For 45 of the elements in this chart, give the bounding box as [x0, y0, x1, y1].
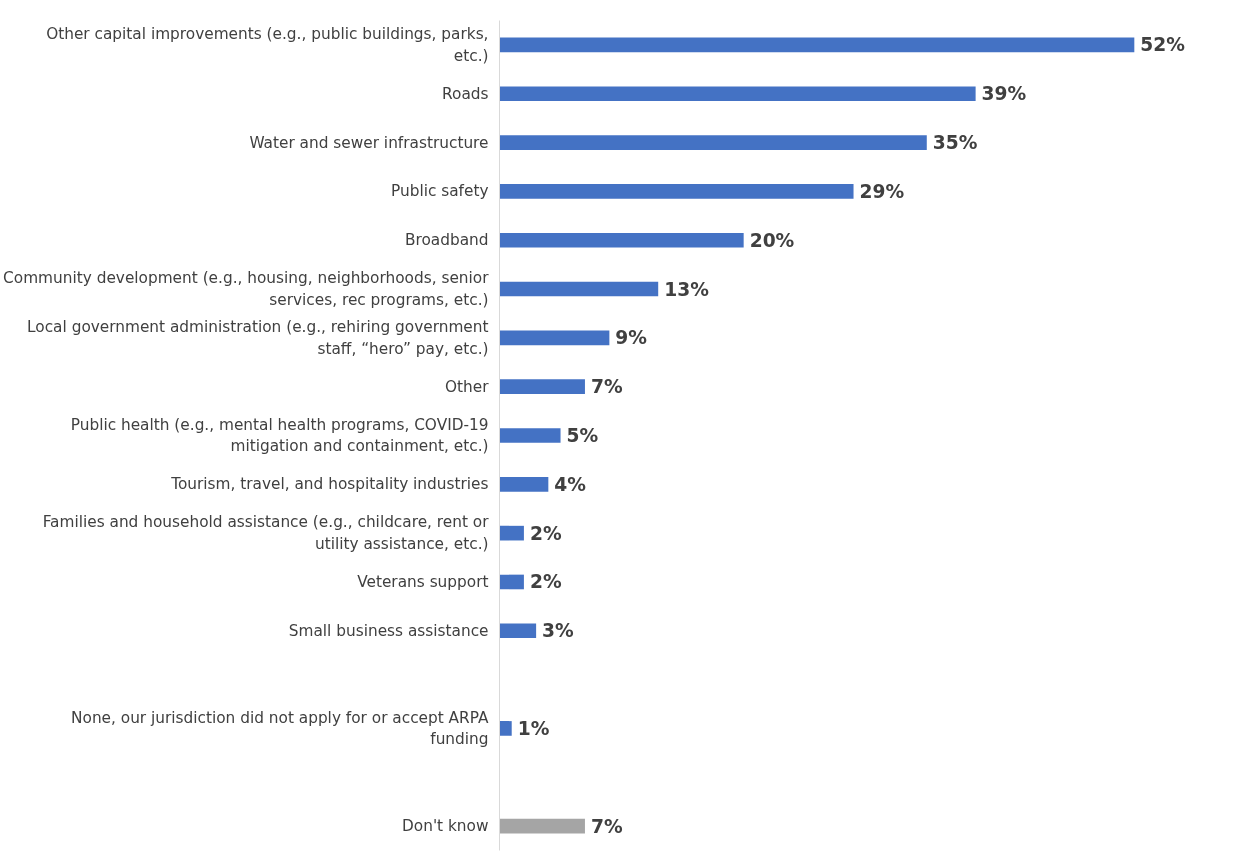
- data-label: 20%: [749, 229, 795, 251]
- data-label: 2%: [529, 522, 562, 544]
- bar: [499, 623, 537, 639]
- bar: [499, 477, 549, 492]
- bar: [499, 574, 524, 590]
- data-label: 7%: [590, 376, 623, 398]
- data-label: 39%: [981, 83, 1027, 105]
- data-label: 9%: [615, 327, 648, 349]
- data-label: 29%: [859, 180, 905, 202]
- bar: [499, 525, 524, 541]
- bar: [499, 86, 976, 102]
- bar: [499, 37, 1135, 53]
- y-tick-label: None, our jurisdiction did not apply for or accept ARPA funding: [71, 708, 490, 749]
- data-label: 2%: [529, 571, 562, 593]
- y-tick-label: Families and household assistance (e.g., childcare, rent or utility assistance, etc.): [42, 513, 490, 553]
- data-label: 7%: [590, 815, 623, 837]
- bar: [499, 379, 585, 394]
- bar: [499, 281, 659, 297]
- bar: [499, 721, 512, 736]
- y-tick-label: Community development (e.g., housing, neighborhoods, senior services, rec programs, etc.): [3, 269, 490, 309]
- y-tick-label: Small business assistance: [288, 621, 489, 640]
- data-label: 1%: [517, 717, 550, 739]
- bar: [499, 232, 744, 248]
- bar: [499, 428, 561, 443]
- bar: [499, 184, 854, 199]
- y-tick-label: Broadband: [404, 231, 489, 250]
- y-tick-label: Other: [444, 377, 490, 396]
- data-label: 3%: [542, 620, 575, 642]
- bar: [499, 330, 610, 346]
- y-tick-label: Don't know: [402, 817, 489, 836]
- data-label: 4%: [554, 473, 587, 495]
- data-label: 13%: [664, 278, 710, 300]
- bar: [499, 818, 585, 834]
- y-tick-label: Tourism, travel, and hospitality industries: [170, 475, 489, 494]
- y-tick-label: Roads: [442, 84, 489, 103]
- y-tick-label: Veterans support: [357, 572, 489, 591]
- y-tick-label: Water and sewer infrastructure: [249, 133, 489, 152]
- y-tick-label: Local government administration (e.g., rehiring government staff, “hero” pay, etc.): [27, 318, 489, 358]
- bar: [499, 135, 927, 150]
- y-tick-label: Public safety: [390, 182, 489, 201]
- data-label: 5%: [566, 425, 599, 446]
- y-tick-label: Other capital improvements (e.g., public buildings, parks, etc.): [46, 25, 489, 65]
- data-label: 52%: [1140, 34, 1186, 56]
- data-label: 35%: [932, 132, 978, 154]
- y-tick-label: Public health (e.g., mental health programs, COVID-19 mitigation and containment, etc.): [70, 415, 489, 456]
